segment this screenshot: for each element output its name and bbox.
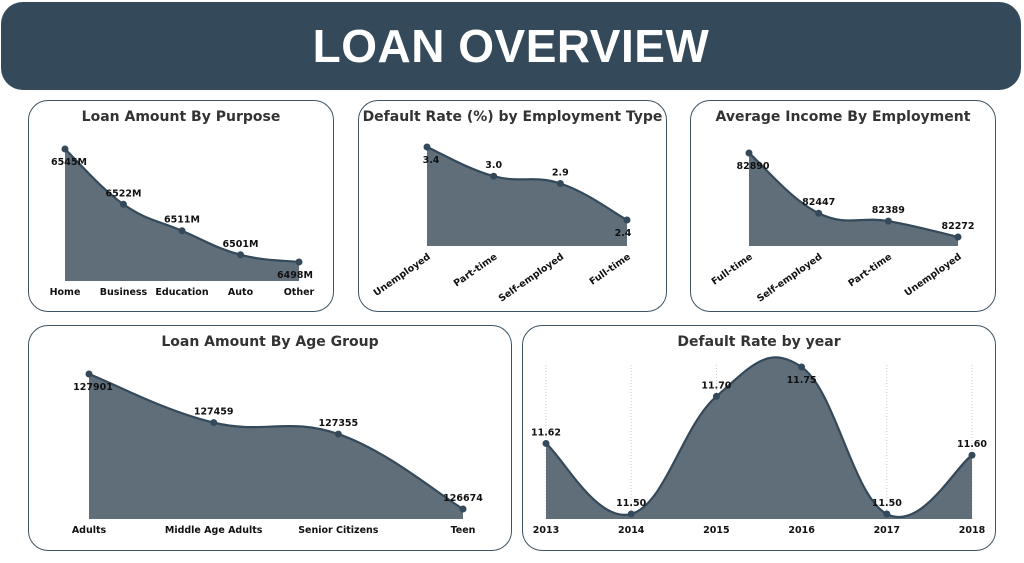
area-chart: 11.62 2013 11.50 2014 11.70 2015 11.75 2016 11.5… xyxy=(531,356,987,536)
loan-amount-by-age-group-card: Loan Amount By Age Group 127901 Adults 127… xyxy=(28,325,512,551)
data-label: 6511M xyxy=(164,215,200,226)
area-chart: 3.4 Unemployed 3.0 Part-time 2.9 Self-employe… xyxy=(372,143,633,305)
area-chart: 6545M Home 6522M Business 6511M Education 6501… xyxy=(50,145,315,298)
x-tick-label: Self-employed xyxy=(497,251,566,304)
area-fill xyxy=(546,357,972,519)
data-point[interactable] xyxy=(237,251,244,259)
data-label: 2.4 xyxy=(615,228,632,239)
data-label: 82447 xyxy=(802,197,835,208)
data-point[interactable] xyxy=(334,430,342,438)
data-point[interactable] xyxy=(120,200,127,208)
x-tick-label: Middle Age Adults xyxy=(165,525,263,536)
data-label: 82272 xyxy=(941,221,974,232)
data-label: 6498M xyxy=(277,270,313,281)
x-tick-label: 2017 xyxy=(874,525,900,536)
data-point[interactable] xyxy=(815,209,823,217)
chart-title: Loan Amount By Purpose xyxy=(81,109,281,125)
dashboard-title: LOAN OVERVIEW xyxy=(312,20,710,72)
data-label: 3.0 xyxy=(485,160,502,171)
default-rate-by-employment-card: Default Rate (%) by Employment Type 3.4 U… xyxy=(358,100,667,312)
x-tick-label: Unemployed xyxy=(372,251,433,298)
data-label: 3.4 xyxy=(423,155,440,166)
x-tick-label: Full-time xyxy=(710,251,755,287)
data-point[interactable] xyxy=(490,172,498,180)
dashboard-header: LOAN OVERVIEW xyxy=(1,2,1021,90)
data-point[interactable] xyxy=(295,258,303,266)
data-label: 127355 xyxy=(318,418,358,429)
data-label: 126674 xyxy=(443,493,483,504)
x-tick-label: Unemployed xyxy=(903,251,964,298)
series-line xyxy=(748,152,959,239)
area-fill xyxy=(65,149,299,281)
data-point[interactable] xyxy=(542,439,550,447)
data-point[interactable] xyxy=(85,370,93,378)
data-label: 82890 xyxy=(736,161,769,172)
default-rate-by-year-card: Default Rate by year 11.62 2013 11.50 2014 1… xyxy=(522,325,996,551)
data-label: 11.75 xyxy=(787,375,817,386)
area-fill xyxy=(427,147,627,246)
x-tick-label: 2015 xyxy=(703,525,729,536)
data-point[interactable] xyxy=(883,510,891,518)
x-tick-label: Part-time xyxy=(452,251,500,289)
x-tick-label: 2016 xyxy=(788,525,815,536)
data-point[interactable] xyxy=(210,419,218,427)
x-tick-label: Teen xyxy=(451,525,476,536)
data-label: 6522M xyxy=(106,188,142,199)
data-label: 11.50 xyxy=(616,498,646,509)
loan-amount-by-purpose-card: Loan Amount By Purpose 6545M Home 6522M Bus… xyxy=(28,100,334,312)
x-tick-label: Part-time xyxy=(846,251,894,289)
data-point[interactable] xyxy=(798,363,806,371)
data-point[interactable] xyxy=(61,145,69,153)
data-label: 11.70 xyxy=(701,380,731,391)
area-fill xyxy=(89,374,463,519)
x-tick-label: Other xyxy=(284,287,315,298)
data-point[interactable] xyxy=(954,233,962,241)
data-point[interactable] xyxy=(884,217,892,225)
x-tick-label: Full-time xyxy=(588,251,633,287)
data-point[interactable] xyxy=(968,451,976,459)
x-tick-label: 2018 xyxy=(959,525,986,536)
data-label: 127901 xyxy=(73,382,113,393)
data-point[interactable] xyxy=(712,392,720,400)
x-tick-label: Business xyxy=(100,287,148,298)
x-tick-label: Education xyxy=(155,287,208,298)
x-tick-label: 2014 xyxy=(618,525,645,536)
data-point[interactable] xyxy=(623,216,631,224)
area-chart: 82890 Full-time 82447 Self-employed 82389 Par… xyxy=(710,149,975,305)
area-chart: 127901 Adults 127459 Middle Age Adults 12735… xyxy=(72,370,483,536)
x-tick-label: Adults xyxy=(72,525,107,536)
data-point[interactable] xyxy=(556,180,564,187)
data-label: 11.50 xyxy=(872,498,902,509)
series-line xyxy=(64,148,300,264)
data-label: 11.60 xyxy=(957,439,987,450)
series-line xyxy=(545,356,973,518)
data-point[interactable] xyxy=(459,505,467,513)
chart-title: Default Rate (%) by Employment Type xyxy=(362,109,663,125)
data-point[interactable] xyxy=(423,143,431,151)
data-label: 6501M xyxy=(223,239,259,250)
data-label: 127459 xyxy=(194,407,234,418)
data-label: 6545M xyxy=(51,157,87,168)
data-point[interactable] xyxy=(627,510,635,518)
x-tick-label: Home xyxy=(50,287,81,298)
data-label: 11.62 xyxy=(531,427,561,438)
chart-title: Default Rate by year xyxy=(677,334,841,350)
x-tick-label: 2013 xyxy=(533,525,559,536)
area-fill xyxy=(749,153,958,246)
x-tick-label: Self-employed xyxy=(755,251,824,304)
chart-title: Loan Amount By Age Group xyxy=(161,334,379,350)
series-line xyxy=(426,145,628,221)
data-point[interactable] xyxy=(178,227,186,235)
x-tick-label: Senior Citizens xyxy=(298,525,379,536)
chart-title: Average Income By Employment xyxy=(715,109,971,125)
data-point[interactable] xyxy=(745,149,753,157)
data-label: 82389 xyxy=(872,205,905,216)
data-label: 2.9 xyxy=(552,168,569,179)
x-tick-label: Auto xyxy=(228,287,254,298)
series-line xyxy=(88,372,464,510)
average-income-by-employment-card: Average Income By Employment 82890 Full-t… xyxy=(690,100,996,312)
